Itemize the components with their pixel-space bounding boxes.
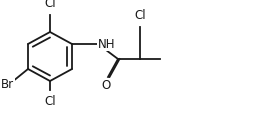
Text: Br: Br [1,78,14,91]
Text: Cl: Cl [134,9,146,22]
Text: Cl: Cl [44,95,56,108]
Text: O: O [101,79,110,92]
Text: NH: NH [98,38,115,51]
Text: Cl: Cl [44,0,56,10]
